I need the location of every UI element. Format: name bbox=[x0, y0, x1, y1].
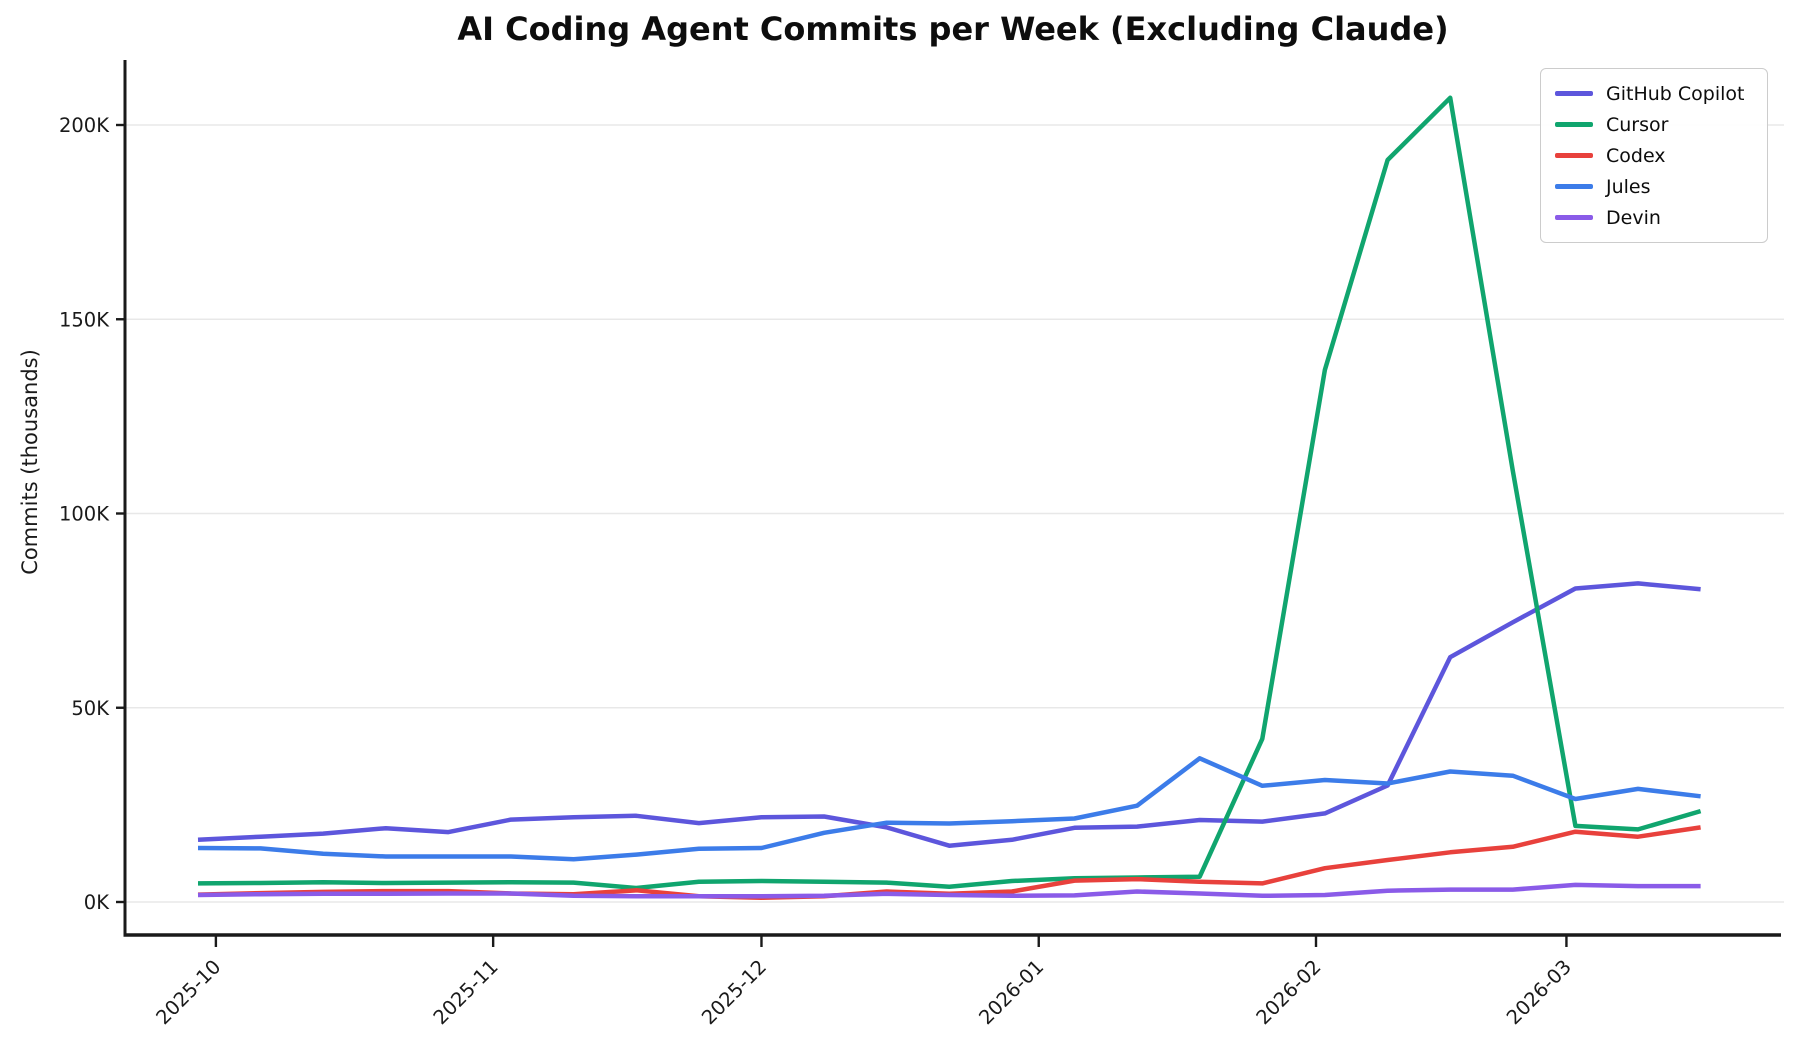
x-tick-label: 2025-11 bbox=[429, 955, 503, 1029]
legend-line-swatch bbox=[1555, 122, 1593, 127]
legend-item-label: Codex bbox=[1606, 144, 1666, 167]
legend-item-label: Jules bbox=[1606, 175, 1651, 198]
y-tick-label: 50K bbox=[71, 697, 110, 720]
y-tick-label: 100K bbox=[59, 503, 110, 526]
legend-item: Cursor bbox=[1555, 109, 1753, 140]
legend-item: Jules bbox=[1555, 171, 1753, 202]
legend-item: GitHub Copilot bbox=[1555, 78, 1753, 109]
legend-line-swatch bbox=[1555, 184, 1593, 189]
legend-line-swatch bbox=[1555, 153, 1593, 158]
y-tick-label: 0K bbox=[84, 891, 110, 914]
y-tick-label: 200K bbox=[59, 114, 110, 137]
x-tick-label: 2025-12 bbox=[697, 955, 771, 1029]
x-tick-label: 2026-03 bbox=[1502, 955, 1576, 1029]
legend-line-swatch bbox=[1555, 215, 1593, 220]
chart-title: AI Coding Agent Commits per Week (Exclud… bbox=[457, 10, 1449, 48]
legend-item-label: GitHub Copilot bbox=[1606, 82, 1745, 105]
legend-item-label: Devin bbox=[1606, 206, 1661, 229]
x-tick-label: 2025-10 bbox=[152, 955, 226, 1029]
legend-item: Devin bbox=[1555, 202, 1753, 233]
x-tick-label: 2026-01 bbox=[974, 955, 1048, 1029]
series-line-github-copilot bbox=[197, 581, 1701, 848]
legend-item: Codex bbox=[1555, 140, 1753, 171]
y-tick-label: 150K bbox=[59, 308, 110, 331]
series-line-cursor bbox=[197, 95, 1702, 891]
y-axis-label: Commits (thousands) bbox=[18, 349, 42, 575]
x-tick-label: 2026-02 bbox=[1252, 955, 1326, 1029]
series-line-jules bbox=[197, 756, 1701, 862]
legend-line-swatch bbox=[1555, 91, 1593, 96]
legend-item-label: Cursor bbox=[1606, 113, 1669, 136]
legend: GitHub Copilot Cursor Codex Jules Devin bbox=[1540, 68, 1768, 243]
series-line-devin bbox=[197, 882, 1701, 899]
